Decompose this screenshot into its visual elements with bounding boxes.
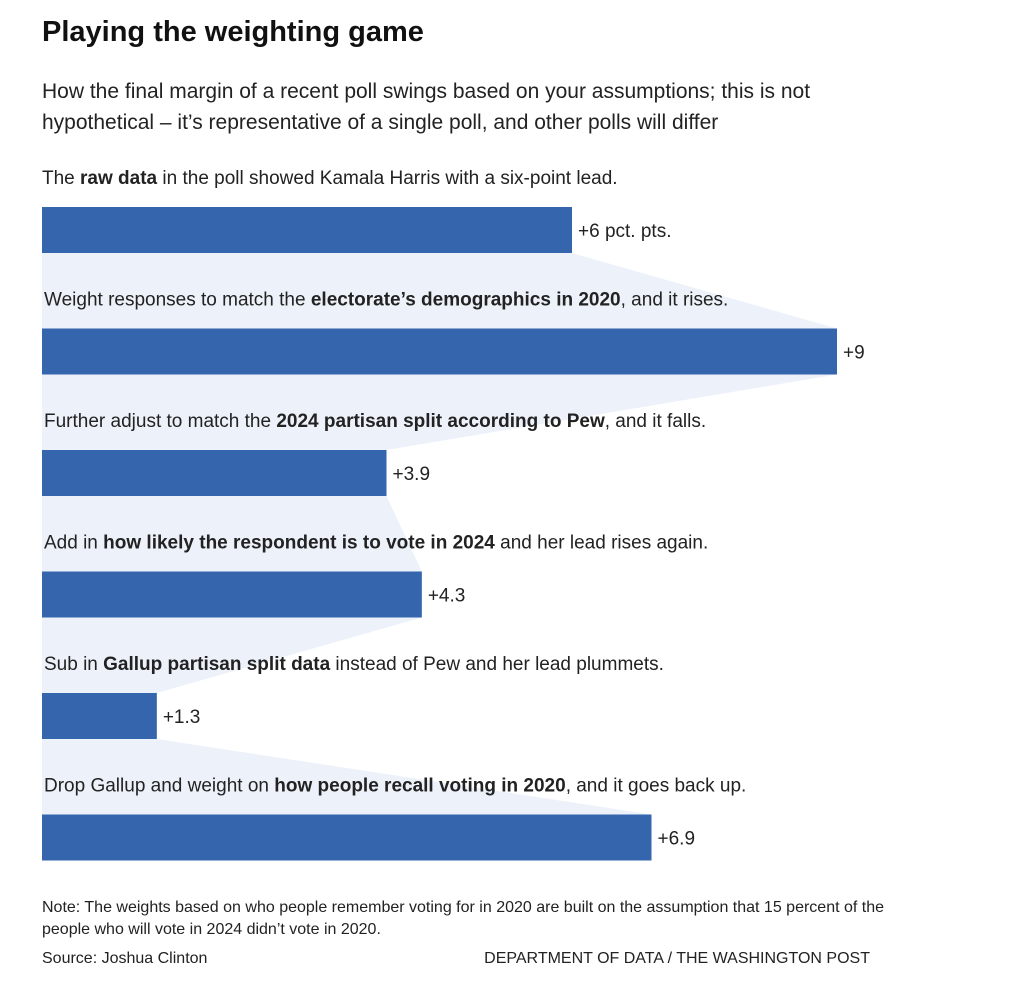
value-label: +6 pct. pts. (578, 221, 671, 242)
step-label-text: Drop Gallup and weight on (44, 776, 274, 797)
step-label-text: Further adjust to match the (44, 411, 276, 432)
chart-title: Playing the weighting game (42, 16, 424, 48)
step-label: Sub in Gallup partisan split data instea… (44, 654, 664, 675)
step-label: Add in how likely the respondent is to v… (44, 533, 708, 554)
step-label-emphasis: how people recall voting in 2020 (274, 776, 565, 797)
value-label: +6.9 (658, 829, 696, 850)
value-label: +4.3 (428, 586, 466, 607)
chart-source: Source: Joshua Clinton (42, 950, 208, 967)
step-label-emphasis: raw data (80, 168, 158, 189)
step-label-emphasis: Gallup partisan split data (103, 654, 330, 675)
step-label-text: The (42, 168, 80, 189)
connector-layer (42, 253, 837, 815)
connector-band (42, 374, 837, 450)
waterfall-bar-chart: +6 pct. pts. The raw data in the poll sho… (42, 168, 865, 861)
chart-credit: DEPARTMENT OF DATA / THE WASHINGTON POST (484, 950, 870, 967)
chart-subtitle: How the final margin of a recent poll sw… (42, 80, 811, 134)
step-label-text: , and it rises. (621, 290, 729, 311)
step-label: The raw data in the poll showed Kamala H… (42, 168, 618, 189)
connector-band (42, 496, 422, 572)
label-layer: +6 pct. pts. The raw data in the poll sho… (42, 168, 865, 850)
connector-band (42, 739, 652, 815)
step-label-emphasis: 2024 partisan split according to Pew (276, 411, 605, 432)
bar-layer (42, 207, 837, 861)
step-label: Drop Gallup and weight on how people rec… (44, 776, 746, 797)
connector-band (42, 617, 422, 693)
value-label: +9 (843, 343, 865, 364)
chart-note: Note: The weights based on who people re… (42, 899, 885, 938)
step-label-text: , and it falls. (605, 411, 706, 432)
value-label: +3.9 (393, 464, 431, 485)
step-label-text: instead of Pew and her lead plummets. (330, 654, 664, 675)
step-label-text: Add in (44, 533, 103, 554)
bar (42, 450, 387, 496)
bar (42, 207, 572, 253)
connector-band (42, 253, 837, 329)
step-label: Weight responses to match the electorate… (44, 290, 728, 311)
step-label-emphasis: electorate’s demographics in 2020 (311, 290, 621, 311)
bar (42, 328, 837, 375)
value-label: +1.3 (163, 707, 201, 728)
bar (42, 571, 422, 618)
step-label-text: and her lead rises again. (495, 533, 708, 554)
step-label-emphasis: how likely the respondent is to vote in … (103, 533, 495, 554)
step-label-text: , and it goes back up. (566, 776, 747, 797)
bar (42, 814, 652, 861)
step-label-text: Weight responses to match the (44, 290, 311, 311)
step-label-text: Sub in (44, 654, 103, 675)
bar (42, 693, 157, 739)
step-label-text: in the poll showed Kamala Harris with a … (157, 168, 617, 189)
step-label: Further adjust to match the 2024 partisa… (44, 411, 706, 432)
